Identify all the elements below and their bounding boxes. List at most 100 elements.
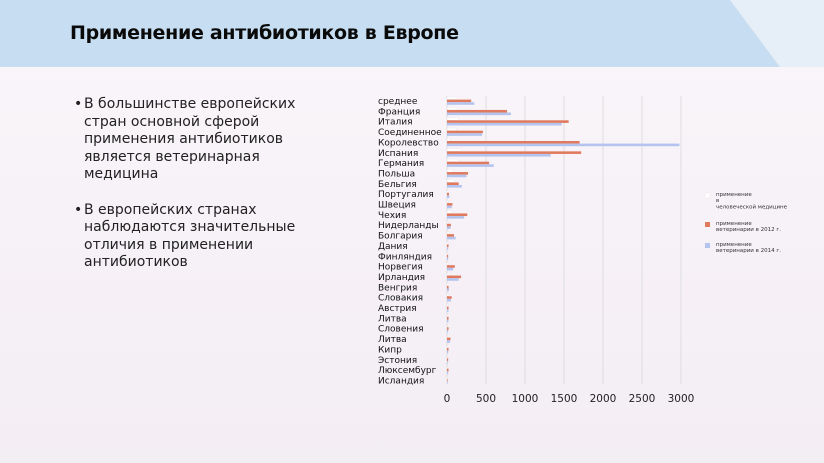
category-label: Германия [378,159,424,169]
category-label: Финляндия [378,252,432,262]
bar-vet-2012 [447,316,449,320]
bar-vet-2014 [447,112,511,116]
bar-vet-2012 [447,203,453,206]
legend-label: применение ветеринарии в 2012 г. [716,221,781,233]
legend-swatch [705,222,710,227]
bar-vet-2012 [447,379,448,382]
bar-human [446,365,448,369]
x-tick-label: 2000 [590,393,617,405]
bullet-text-1: В большинстве европейских стран основной… [84,96,296,182]
bar-vet-2014 [447,164,494,167]
category-label: Венгрия [378,283,417,293]
x-tick-label: 3000 [668,393,695,405]
bar-vet-2014 [447,143,680,147]
bar-vet-2012 [447,254,449,258]
bar-vet-2014 [447,350,449,354]
bar-human [446,138,451,142]
legend-swatch [705,243,710,248]
bar-vet-2012 [447,265,455,268]
category-label: среднее [378,97,418,107]
chart-bars [446,96,680,385]
bar-vet-2012 [447,296,452,299]
bar-vet-2014 [447,257,449,261]
bar-vet-2012 [447,368,449,372]
bar-human [446,303,449,307]
bar-human [446,158,459,162]
category-label: Королевство [378,138,439,148]
bar-vet-2014 [447,102,475,105]
bar-vet-2014 [447,360,448,364]
bar-vet-2014 [447,236,456,240]
bar-vet-2012 [447,358,449,361]
category-label: Соединенное [378,128,442,138]
bar-human [446,376,448,380]
bar-vet-2012 [447,161,490,165]
category-label: Литва [378,314,407,324]
bar-vet-2012 [447,348,449,351]
category-label: Австрия [378,304,417,314]
bar-vet-2012 [447,285,449,289]
bar-vet-2012 [447,213,468,217]
bar-vet-2014 [447,195,450,198]
bar-human [446,200,449,204]
bar-vet-2014 [447,340,451,343]
bar-vet-2012 [447,337,451,341]
bar-vet-2012 [447,306,449,310]
bar-vet-2012 [447,172,469,175]
bar-vet-2012 [447,182,459,185]
category-label: Ирландия [378,273,425,283]
bar-vet-2014 [447,153,551,157]
legend-swatch [704,192,711,199]
category-label: Чехия [378,211,406,221]
bar-human [446,189,450,193]
category-label: Польша [378,169,415,179]
bar-vet-2014 [447,133,483,136]
chart-category-labels: среднееФранцияИталияСоединенноеКоролевст… [378,97,442,386]
bar-vet-2012 [447,234,455,237]
bar-vet-2012 [447,151,582,154]
bar-human [446,231,450,235]
bullet-item-1: • В большинстве европейских стран основн… [74,96,314,184]
banner-accent-band [730,0,824,67]
category-label: Кипр [378,345,402,355]
bar-human [446,283,450,287]
bar-human [446,96,458,100]
category-label: Болгария [378,232,423,242]
chart-legend: применение в человеческой медицине применен… [704,192,788,254]
chart-x-ticks: 0 500 1000 1500 2000 2500 3000 [444,393,695,405]
bar-vet-2014 [447,278,459,281]
category-label: Испания [378,149,418,159]
bar-human [446,117,459,121]
bar-human [446,241,449,245]
bullet-dot-icon: • [74,96,83,112]
x-tick-label: 500 [476,393,496,405]
bar-vet-2014 [447,298,451,302]
bar-vet-2014 [447,226,451,229]
bar-vet-2014 [447,267,454,271]
x-tick-label: 1000 [512,393,539,405]
category-label: Бельгия [378,180,417,190]
bar-human [446,334,448,338]
category-label: Нидерланды [378,221,439,231]
bar-human [446,107,458,111]
bar-human [446,220,449,224]
bar-human [446,169,454,173]
title-banner [0,0,824,67]
bar-vet-2014 [447,174,467,178]
category-label: Дания [378,242,408,252]
bar-vet-2012 [447,223,451,227]
bullet-list: • В большинстве европейских стран основн… [74,96,314,290]
bar-vet-2014 [447,205,452,209]
category-label: Португалия [378,190,434,200]
bar-human [446,252,449,256]
legend-label: применение в человеческой медицине [716,192,788,210]
bullet-dot-icon: • [74,201,83,218]
bar-vet-2014 [447,288,449,292]
category-label: Швеция [378,201,416,211]
bar-vet-2014 [447,216,465,219]
bar-vet-2012 [447,141,580,144]
bar-vet-2014 [447,122,562,126]
bar-vet-2012 [447,120,569,123]
category-label: Норвегия [378,263,423,273]
